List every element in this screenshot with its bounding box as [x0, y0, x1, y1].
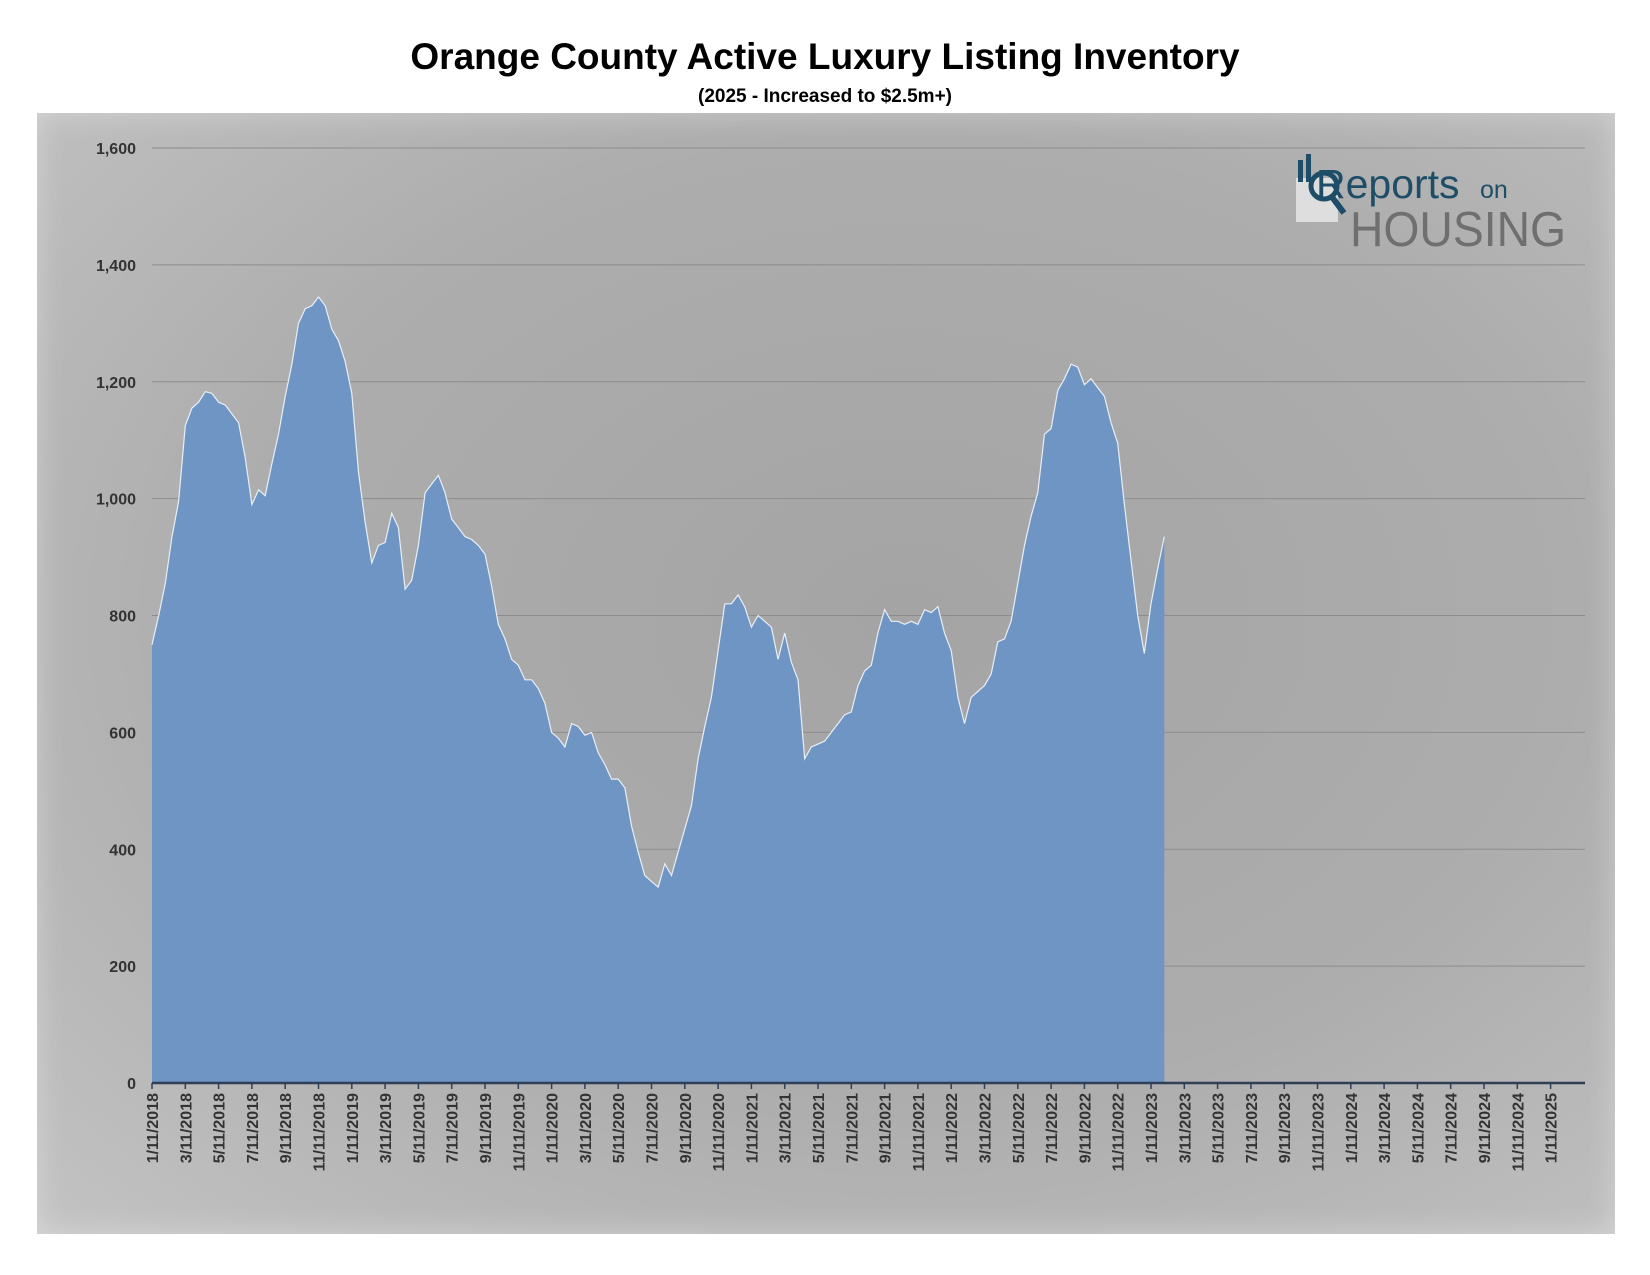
x-tick-label: 9/11/2024 — [1477, 1093, 1494, 1163]
x-tick-label: 3/11/2023 — [1177, 1093, 1194, 1163]
x-tick-label: 3/11/2020 — [578, 1093, 595, 1163]
x-axis: 1/11/2018 3/11/2018 5/11/2018 7/11/2018 9/11… — [145, 1083, 1561, 1171]
x-tick-label: 9/11/2020 — [678, 1093, 695, 1163]
chart-title: Orange County Active Luxury Listing Inve… — [410, 36, 1240, 77]
y-tick-label: 1,400 — [96, 258, 136, 275]
x-tick-label: 11/11/2018 — [312, 1093, 329, 1171]
x-tick-label: 9/11/2023 — [1277, 1093, 1294, 1163]
x-tick-label: 9/11/2018 — [278, 1093, 295, 1163]
x-tick-label: 5/11/2022 — [1011, 1093, 1028, 1163]
x-tick-label: 5/11/2021 — [811, 1093, 828, 1163]
x-tick-label: 7/11/2020 — [645, 1093, 662, 1163]
x-tick-label: 5/11/2024 — [1410, 1093, 1427, 1163]
x-tick-label: 5/11/2019 — [411, 1093, 428, 1163]
x-tick-label: 1/11/2019 — [345, 1093, 362, 1163]
y-tick-label: 1,000 — [96, 492, 136, 509]
logo-text-housing: HOUSING — [1350, 203, 1566, 257]
x-tick-label: 1/11/2022 — [944, 1093, 961, 1163]
logo-text-on: on — [1480, 176, 1508, 204]
logo-magnifier-icon — [1308, 170, 1340, 202]
x-tick-label: 1/11/2023 — [1144, 1093, 1161, 1163]
logo-magnifier-handle — [1329, 195, 1347, 215]
x-tick-label: 1/11/2018 — [145, 1093, 162, 1163]
x-tick-label: 5/11/2018 — [212, 1093, 229, 1163]
x-tick-label: 3/11/2019 — [378, 1093, 395, 1163]
x-tick-label: 1/11/2020 — [545, 1093, 562, 1163]
x-tick-label: 7/11/2023 — [1244, 1093, 1261, 1163]
y-tick-label: 400 — [109, 842, 136, 859]
x-tick-label: 3/11/2021 — [778, 1093, 795, 1163]
x-tick-label: 7/11/2024 — [1444, 1093, 1461, 1163]
y-tick-label: 0 — [127, 1076, 136, 1093]
logo-mark-bar — [1298, 160, 1303, 182]
x-tick-label: 7/11/2019 — [445, 1093, 462, 1163]
x-tick-label: 1/11/2024 — [1344, 1093, 1361, 1163]
y-tick-label: 200 — [109, 959, 136, 976]
x-tick-label: 11/11/2023 — [1311, 1093, 1328, 1171]
y-tick-label: 800 — [109, 609, 136, 626]
x-tick-label: 3/11/2024 — [1377, 1093, 1394, 1163]
x-tick-label: 1/11/2025 — [1544, 1093, 1561, 1163]
x-tick-label: 11/11/2021 — [911, 1093, 928, 1171]
y-tick-label: 1,200 — [96, 375, 136, 392]
series-line — [151, 296, 1165, 889]
x-tick-label: 1/11/2021 — [744, 1093, 761, 1163]
x-tick-label: 11/11/2022 — [1111, 1093, 1128, 1171]
x-tick-label: 7/11/2022 — [1044, 1093, 1061, 1163]
x-tick-label: 3/11/2022 — [978, 1093, 995, 1163]
x-tick-label: 3/11/2018 — [178, 1093, 195, 1163]
x-tick-label: 11/11/2019 — [511, 1093, 528, 1171]
x-tick-label: 11/11/2024 — [1510, 1093, 1527, 1171]
x-tick-label: 5/11/2023 — [1211, 1093, 1228, 1163]
reports-on-housing-logo: Reports on HOUSING — [1296, 154, 1566, 257]
y-axis: 0 200 400 600 800 1,000 1,200 1,400 1,600 — [96, 141, 136, 1093]
x-tick-label: 7/11/2018 — [245, 1093, 262, 1163]
y-tick-label: 600 — [109, 725, 136, 742]
series-area — [152, 297, 1165, 1083]
logo-text-reports: Reports — [1316, 161, 1460, 207]
x-tick-label: 7/11/2021 — [844, 1093, 861, 1163]
x-tick-label: 9/11/2019 — [478, 1093, 495, 1163]
y-tick-label: 1,600 — [96, 141, 136, 158]
chart-subtitle: (2025 - Increased to $2.5m+) — [698, 86, 952, 107]
x-tick-label: 9/11/2022 — [1077, 1093, 1094, 1163]
x-tick-label: 5/11/2020 — [611, 1093, 628, 1163]
x-tick-label: 11/11/2020 — [711, 1093, 728, 1171]
logo-mark-bar — [1306, 154, 1311, 182]
x-tick-label: 9/11/2021 — [878, 1093, 895, 1163]
